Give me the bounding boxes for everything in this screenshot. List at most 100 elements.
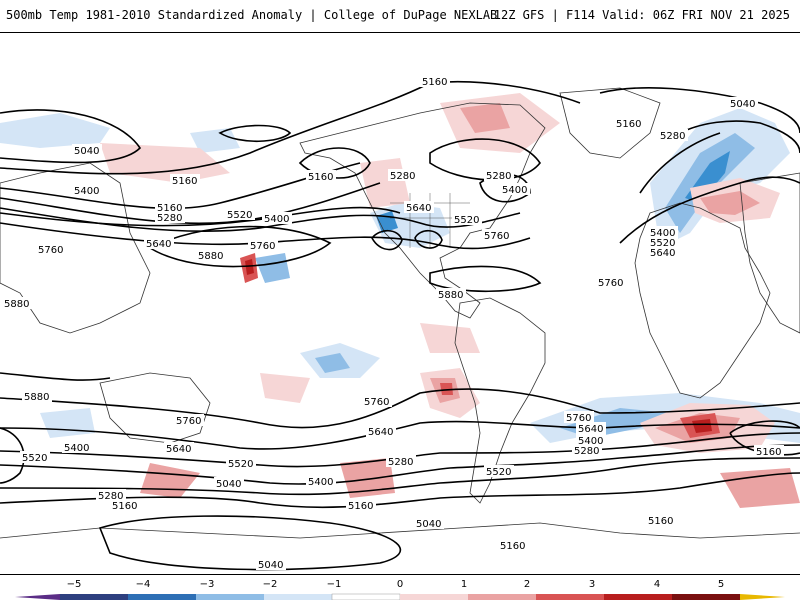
colorbar-ticks: −5 −4 −3 −2 −1 0 1 2 3 4 5 bbox=[67, 579, 725, 590]
label-background bbox=[2, 297, 32, 309]
colorbar-tick: −1 bbox=[327, 579, 342, 590]
label-background bbox=[262, 212, 292, 224]
anomaly-blob-pos bbox=[260, 373, 310, 403]
contour-label: 5880 bbox=[4, 299, 29, 310]
contour-label: 5160 bbox=[308, 172, 333, 183]
label-background bbox=[596, 276, 626, 288]
contour-label: 5520 bbox=[22, 453, 47, 464]
label-background bbox=[576, 422, 606, 434]
colorbar-swatch bbox=[128, 594, 196, 600]
colorbar-tick: 4 bbox=[654, 579, 660, 590]
label-background bbox=[500, 183, 530, 195]
label-background bbox=[754, 445, 784, 457]
label-background bbox=[436, 288, 466, 300]
contour-label: 5400 bbox=[578, 436, 603, 447]
anomaly-blob-pos bbox=[440, 383, 453, 395]
label-background bbox=[484, 169, 514, 181]
north-america-outline bbox=[299, 102, 546, 319]
antarctica-outline bbox=[0, 522, 800, 539]
anomaly-blob-pos bbox=[700, 191, 760, 215]
label-background bbox=[22, 390, 52, 402]
contour-label: 5280 bbox=[574, 446, 599, 457]
label-background bbox=[420, 75, 450, 87]
greenland-outline bbox=[559, 87, 661, 159]
contour-label: 5280 bbox=[660, 131, 685, 142]
colorbar-tick: 2 bbox=[524, 579, 530, 590]
label-background bbox=[404, 201, 434, 213]
contour-label: 5880 bbox=[24, 392, 49, 403]
label-background bbox=[648, 226, 678, 238]
contour-5880-south-pac bbox=[0, 372, 111, 381]
contour-labels: 5160 5040 5160 5280 5040 5160 5400 5160 … bbox=[2, 75, 784, 571]
label-background bbox=[62, 441, 92, 453]
contour-label: 5520 bbox=[650, 238, 675, 249]
label-background bbox=[386, 455, 416, 467]
anomaly-blob-pos bbox=[460, 103, 510, 133]
contour-label: 5520 bbox=[486, 467, 511, 478]
contour-west-loop bbox=[0, 427, 25, 484]
contour-5760-north bbox=[0, 206, 401, 227]
label-background bbox=[646, 514, 676, 526]
contour-5640-south bbox=[0, 420, 800, 450]
label-background bbox=[658, 129, 688, 141]
contour-label: 5760 bbox=[566, 413, 591, 424]
map-title: 500mb Temp 1981-2010 Standardized Anomal… bbox=[6, 8, 498, 22]
colorbar-swatch bbox=[468, 594, 536, 600]
contour-label: 5400 bbox=[64, 443, 89, 454]
colorbar-tick: 0 bbox=[397, 579, 403, 590]
label-background bbox=[72, 184, 102, 196]
colorbar-tick: −4 bbox=[136, 579, 151, 590]
contour-label: 5040 bbox=[258, 560, 283, 571]
contour-greenland-low bbox=[429, 138, 541, 181]
label-background bbox=[72, 144, 102, 156]
label-background bbox=[155, 201, 185, 213]
label-background bbox=[346, 499, 376, 511]
colorbar-tick: 5 bbox=[718, 579, 724, 590]
contour-label: 5160 bbox=[616, 119, 641, 130]
contour-cutoff-low-2 bbox=[414, 229, 443, 249]
contour-label: 5760 bbox=[38, 245, 63, 256]
label-background bbox=[564, 411, 594, 423]
colorbar-tick: −5 bbox=[67, 579, 82, 590]
label-background bbox=[196, 249, 226, 261]
model-run-info: 12Z GFS | F114 Valid: 06Z FRI NOV 21 202… bbox=[493, 8, 790, 22]
contour-label: 5280 bbox=[98, 491, 123, 502]
anomaly-blob-neg bbox=[255, 253, 290, 283]
label-background bbox=[144, 237, 174, 249]
asia-outline bbox=[739, 172, 800, 334]
label-background bbox=[225, 208, 255, 220]
contour-cutoff-low-1 bbox=[371, 229, 403, 251]
contour-label: 5520 bbox=[454, 215, 479, 226]
contour-5400-north bbox=[0, 182, 381, 225]
contour-label: 5640 bbox=[368, 427, 393, 438]
contour-label: 5640 bbox=[578, 424, 603, 435]
label-background bbox=[452, 213, 482, 225]
colorbar-tick: 3 bbox=[589, 579, 595, 590]
contour-label: 5280 bbox=[390, 171, 415, 182]
contour-5760-south bbox=[0, 388, 800, 429]
contour-label: 5400 bbox=[264, 214, 289, 225]
map-header: 500mb Temp 1981-2010 Standardized Anomal… bbox=[0, 0, 800, 32]
colorbar-swatch bbox=[400, 594, 468, 600]
label-background bbox=[366, 425, 396, 437]
contour-label: 5160 bbox=[648, 516, 673, 527]
label-background bbox=[482, 229, 512, 241]
label-background bbox=[214, 477, 244, 489]
label-background bbox=[174, 414, 204, 426]
contour-label: 5640 bbox=[406, 203, 431, 214]
colorbar-swatch bbox=[264, 594, 332, 600]
contour-5040-south bbox=[98, 515, 402, 571]
australia-outline bbox=[99, 372, 211, 444]
contour-label: 5400 bbox=[74, 186, 99, 197]
contour-label: 5160 bbox=[112, 501, 137, 512]
contour-label: 5040 bbox=[416, 519, 441, 530]
contour-label: 5160 bbox=[172, 176, 197, 187]
contour-label: 5040 bbox=[216, 479, 241, 490]
anomaly-blob-neg bbox=[190, 128, 240, 153]
contour-label: 5640 bbox=[146, 239, 171, 250]
anomaly-blob-pos bbox=[420, 323, 480, 353]
contour-label: 5520 bbox=[227, 210, 252, 221]
label-background bbox=[362, 395, 392, 407]
anomaly-blob-neg bbox=[0, 113, 110, 148]
label-background bbox=[20, 451, 50, 463]
